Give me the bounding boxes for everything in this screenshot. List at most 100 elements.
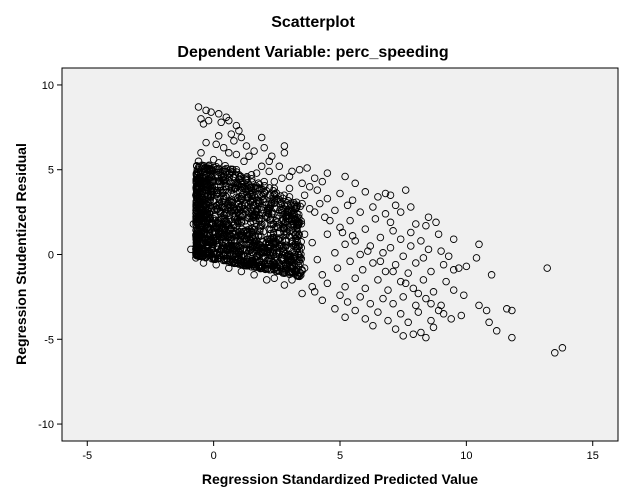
scatter-point	[244, 232, 252, 240]
scatter-point	[232, 150, 241, 159]
scatter-point	[412, 301, 420, 310]
scatter-point	[427, 316, 435, 325]
scatter-point	[331, 305, 339, 313]
scatter-point	[267, 220, 276, 229]
scatter-point	[231, 223, 240, 231]
scatter-point	[427, 267, 435, 276]
scatter-point	[409, 330, 418, 338]
scatter-point	[250, 147, 258, 155]
scatter-point	[280, 191, 288, 199]
scatter-point	[379, 294, 387, 303]
scatter-point	[381, 267, 390, 276]
scatter-point	[195, 176, 204, 185]
scatter-point	[255, 199, 263, 208]
scatter-point	[266, 191, 274, 199]
scatter-point	[195, 169, 203, 178]
scatter-point	[275, 234, 284, 242]
scatter-point	[195, 215, 203, 223]
scatter-point	[196, 202, 204, 211]
scatter-point	[202, 225, 210, 233]
scatter-point	[275, 220, 284, 228]
scatter-point	[248, 178, 256, 186]
scatter-point	[449, 266, 458, 274]
scatter-point	[508, 306, 516, 315]
scatter-point	[272, 252, 280, 261]
scatter-point	[298, 289, 306, 298]
scatter-point	[252, 211, 261, 220]
scatter-point	[361, 284, 370, 293]
scatter-point	[251, 233, 260, 241]
scatter-point	[475, 240, 483, 249]
scatter-point	[333, 264, 342, 272]
scatter-point	[213, 190, 221, 199]
scatter-point	[391, 260, 400, 269]
scatter-point	[412, 220, 420, 228]
scatter-point	[462, 262, 471, 271]
scatter-point	[293, 237, 301, 245]
scatter-point	[221, 230, 229, 238]
scatter-point	[212, 223, 221, 231]
scatter-point	[222, 245, 231, 254]
scatter-point	[364, 247, 372, 255]
scatter-point	[273, 194, 281, 203]
scatter-point	[210, 216, 219, 225]
scatter-point	[417, 328, 425, 337]
scatter-point	[240, 244, 248, 253]
scatter-point	[492, 327, 501, 335]
scatter-point	[197, 206, 205, 215]
scatter-point	[247, 175, 256, 183]
scatter-point	[407, 203, 415, 211]
chart-title: Scatterplot	[271, 14, 355, 31]
scatter-point	[263, 205, 272, 213]
scatter-point	[204, 242, 213, 251]
scatter-point	[268, 210, 276, 218]
scatter-point	[233, 179, 242, 188]
scatter-point	[278, 174, 286, 182]
scatter-point	[207, 219, 216, 227]
scatter-point	[280, 149, 289, 157]
scatter-point	[199, 177, 208, 186]
scatter-point	[291, 230, 299, 239]
scatter-point	[247, 206, 256, 215]
scatter-point	[233, 208, 242, 216]
scatter-point	[389, 267, 397, 276]
scatter-point	[219, 176, 228, 185]
scatter-point	[295, 247, 304, 255]
scatter-point	[308, 282, 316, 291]
scatter-point	[242, 240, 251, 249]
scatter-point	[407, 228, 415, 237]
scatter-point	[207, 108, 215, 116]
scatter-point	[414, 308, 423, 316]
scatter-point	[310, 174, 319, 182]
scatter-point	[254, 262, 262, 271]
scatter-point	[369, 259, 377, 267]
data-points	[187, 103, 567, 357]
scatter-point	[192, 254, 200, 262]
scatter-point	[399, 332, 407, 340]
scatter-point	[226, 236, 234, 244]
scatter-point	[447, 315, 455, 323]
scatter-point	[298, 179, 306, 188]
scatter-point	[209, 237, 218, 245]
y-axis-label: Regression Studentized Residual	[13, 143, 29, 365]
scatter-point	[256, 222, 264, 231]
y-tick-label: 10	[42, 80, 54, 92]
scatter-point	[284, 251, 292, 260]
scatter-point	[444, 252, 453, 260]
y-tick-label: 5	[48, 165, 54, 177]
scatter-point	[396, 208, 405, 216]
scatter-point	[209, 155, 218, 164]
scatter-point	[204, 191, 213, 200]
scatter-point	[293, 271, 301, 279]
scatter-point	[290, 220, 298, 229]
scatter-point	[434, 230, 443, 238]
scatter-point	[198, 187, 206, 196]
scatter-point	[283, 225, 291, 233]
scatter-point	[235, 126, 243, 135]
scatter-point	[202, 138, 210, 147]
scatter-point	[379, 249, 387, 257]
scatter-point	[231, 213, 239, 221]
scatter-point	[227, 186, 236, 194]
scatter-point	[199, 120, 208, 128]
scatter-point	[308, 238, 316, 247]
